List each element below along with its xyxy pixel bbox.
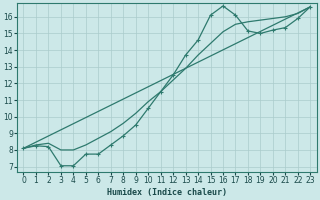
- X-axis label: Humidex (Indice chaleur): Humidex (Indice chaleur): [107, 188, 227, 197]
